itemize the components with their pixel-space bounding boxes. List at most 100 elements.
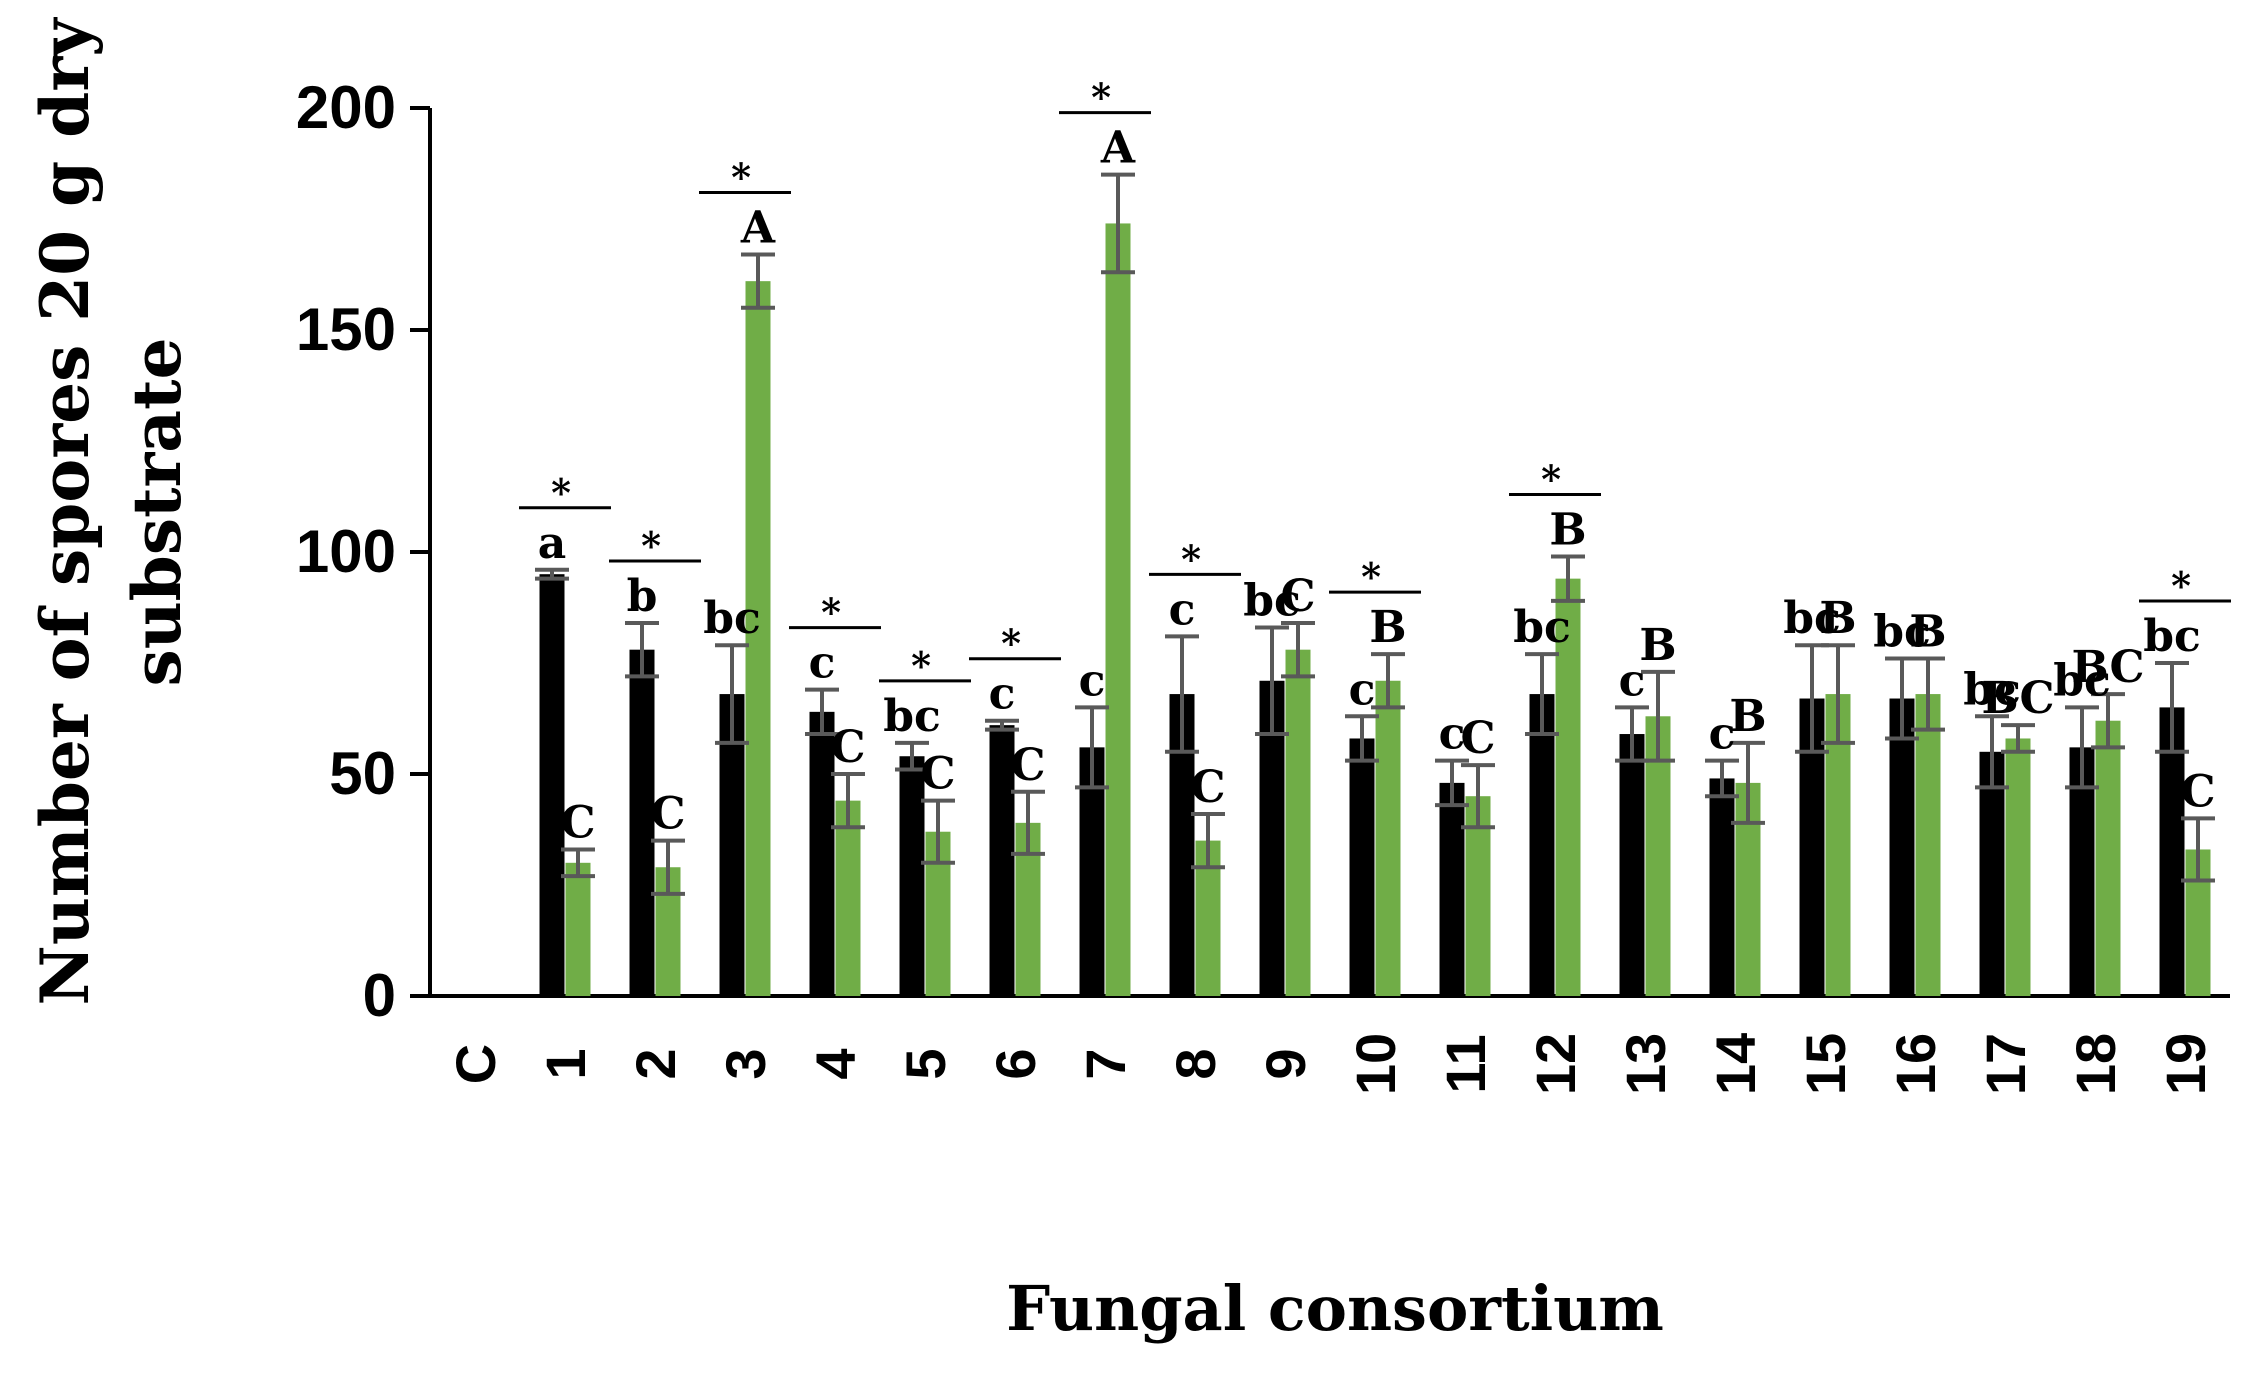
significance-letter: a [538, 518, 567, 569]
significance-letter: c [989, 669, 1016, 720]
x-tick-label: 18 [2064, 1033, 2127, 1095]
significance-letter: c [1709, 709, 1736, 760]
x-tick-label: 11 [1434, 1034, 1497, 1093]
bar-series2-18 [2095, 720, 2121, 996]
x-ticks: C 1 2 3 4 5 6 7 8 9 10 11 12 13 14 15 16 17 18 19 [444, 1033, 2217, 1095]
significance-star: * [1091, 75, 1111, 120]
bar-series1-1 [539, 574, 565, 996]
significance-letter: B [1819, 593, 1856, 644]
significance-star: * [1541, 456, 1561, 501]
bar-series1-4 [809, 711, 835, 996]
significance-letter: A [1100, 123, 1136, 174]
significance-letter: C [2180, 766, 2215, 817]
significance-star: * [731, 155, 751, 200]
significance-letter: A [740, 203, 776, 254]
significance-letter: C [560, 797, 595, 848]
significance-letter: bc [2053, 655, 2111, 706]
x-tick-label: 10 [1344, 1033, 1407, 1095]
significance-star: * [1001, 621, 1021, 666]
x-tick-label: 12 [1524, 1033, 1587, 1095]
axes [410, 108, 2230, 998]
bar-series2-3 [745, 281, 771, 996]
significance-letter: c [1619, 655, 1646, 706]
significance-letter: C [1280, 571, 1315, 622]
significance-letter: B [1549, 504, 1586, 555]
bar-series2-16 [1915, 694, 1941, 996]
bar-series2-7 [1105, 223, 1131, 996]
bar-series2-17 [2005, 738, 2031, 996]
x-tick-label: 15 [1794, 1033, 1857, 1095]
bar-series2-10 [1375, 680, 1401, 996]
bar-series1-16 [1889, 698, 1915, 996]
significance-letter: C [1010, 740, 1045, 791]
significance-letter: B [1729, 691, 1766, 742]
x-tick-label: 2 [624, 1048, 687, 1079]
y-axis-label-line-1: Number of spores 20 g dry [26, 17, 104, 1006]
significance-letter: c [1169, 584, 1196, 635]
significance-letter: bc [883, 691, 941, 742]
y-tick-label: 0 [363, 962, 396, 1029]
x-tick-label: 1 [534, 1048, 597, 1079]
significance-letter: bc [703, 593, 761, 644]
significance-letter: C [650, 789, 685, 840]
y-ticks: 0 50 100 150 200 [296, 74, 430, 1029]
x-tick-label: 6 [984, 1048, 1047, 1079]
significance-letter: bc [1963, 664, 2021, 715]
bar-series1-12 [1529, 694, 1555, 996]
significance-letter: c [1079, 655, 1106, 706]
significance-letter: bc [2143, 611, 2201, 662]
significance-star: * [2171, 563, 2191, 608]
x-tick-label: 16 [1884, 1033, 1947, 1095]
significance-letter: c [809, 638, 836, 689]
x-tick-label: 3 [714, 1048, 777, 1079]
significance-star: * [551, 470, 571, 515]
significance-star: * [641, 523, 661, 568]
bar-series2-11 [1465, 796, 1491, 996]
x-tick-label: 19 [2154, 1033, 2217, 1095]
significance-letter: C [920, 749, 955, 800]
significance-star: * [911, 643, 931, 688]
significance-letter: C [830, 722, 865, 773]
bar-series1-5 [899, 756, 925, 996]
y-tick-label: 200 [296, 74, 396, 141]
x-tick-label: 14 [1704, 1033, 1767, 1095]
x-tick-label: 4 [804, 1048, 867, 1079]
y-axis-label-line-2: substrate [118, 338, 196, 687]
bar-series1-10 [1349, 738, 1375, 996]
error-bars [535, 172, 2215, 896]
y-tick-label: 100 [296, 518, 396, 585]
bar-series1-14 [1709, 778, 1735, 996]
significance-letter: C [1460, 713, 1495, 764]
significance-letter: C [1190, 762, 1225, 813]
significance-star: * [1181, 536, 1201, 581]
significance-letter: B [1909, 607, 1946, 658]
bar-series1-13 [1619, 734, 1645, 996]
significance-letter: c [1349, 664, 1376, 715]
x-axis-label: Fungal consortium [1006, 1272, 1664, 1345]
significance-star: * [1361, 554, 1381, 599]
bar-series1-17 [1979, 751, 2005, 996]
significance-letter: BC [2071, 642, 2144, 693]
x-tick-label: 5 [894, 1048, 957, 1079]
significance-letter: b [627, 571, 658, 622]
significance-letter: bc [1513, 602, 1571, 653]
bar-series2-9 [1285, 649, 1311, 996]
bar-series2-12 [1555, 578, 1581, 996]
x-tick-label: 13 [1614, 1033, 1677, 1095]
y-tick-label: 150 [296, 296, 396, 363]
bar-series1-6 [989, 725, 1015, 996]
bar-series1-11 [1439, 782, 1465, 996]
significance-letter: c [1439, 709, 1466, 760]
x-tick-label: 9 [1254, 1048, 1317, 1079]
significance-letter: bc [1243, 575, 1301, 626]
x-tick-label: 7 [1074, 1048, 1137, 1079]
x-tick-label: C [444, 1044, 507, 1084]
y-tick-label: 50 [329, 740, 396, 807]
significance-letter: bc [1783, 593, 1841, 644]
bar-series1-2 [629, 649, 655, 996]
significance-letter: bc [1873, 607, 1931, 658]
bar-series2-4 [835, 800, 861, 996]
significance-stars: * * * * * * * * * * * [519, 75, 2231, 688]
